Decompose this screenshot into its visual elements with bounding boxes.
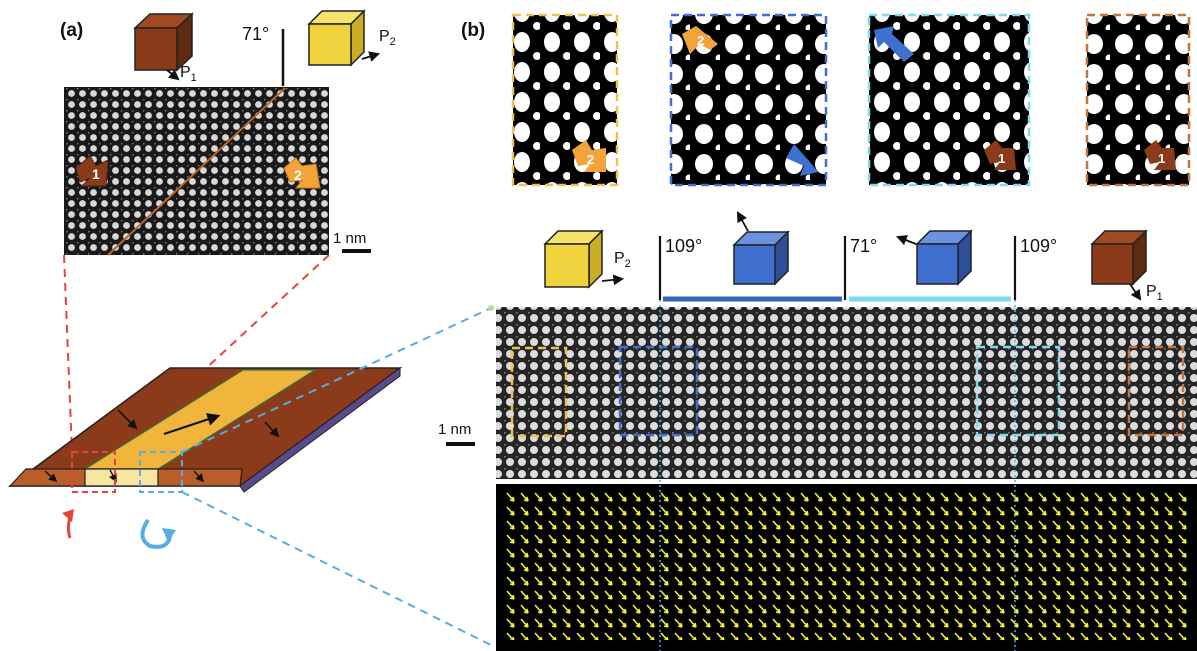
roi-yellow xyxy=(510,346,568,438)
brown-cube-icon xyxy=(133,12,194,72)
p2-arrow-b xyxy=(601,274,625,286)
yellow-cube-icon xyxy=(307,9,366,67)
arrow-1-label: 1 xyxy=(92,166,100,182)
blue-projection-top xyxy=(181,307,492,453)
inset-brown-arrow-label: 1 xyxy=(1158,151,1165,166)
haadf-image-b xyxy=(496,307,1197,479)
roi-blue xyxy=(618,345,699,437)
inset-blue-arrow-label: 2 xyxy=(697,33,704,48)
blue-cube-left-icon xyxy=(732,230,790,286)
blue-arrow-left xyxy=(736,211,749,232)
blue-rotate-arrowhead xyxy=(162,528,176,542)
p1-arrow-b xyxy=(1129,283,1142,301)
brown-cube-b-icon xyxy=(1090,229,1148,286)
angle-right-b: 109° xyxy=(1020,236,1058,256)
angle-left-b: 109° xyxy=(665,236,703,256)
p2-arrow-a xyxy=(361,51,381,62)
roi-brown xyxy=(1127,345,1185,437)
blue-cube-right-icon xyxy=(915,229,973,286)
panel-a-label: (a) xyxy=(60,20,84,41)
inset-brown xyxy=(1085,13,1191,187)
corner-marker xyxy=(488,305,494,311)
red-rotate-arrowhead xyxy=(62,509,74,522)
inset-cyan-arrow-label: 1 xyxy=(998,151,1005,166)
domain-slab-diagram xyxy=(7,367,403,493)
p2-label-a: P2 xyxy=(379,28,396,49)
polarization-arrow-2 xyxy=(283,157,321,189)
p2-label-b: P2 xyxy=(614,250,631,271)
inset-yellow xyxy=(511,13,619,187)
p1-arrow-a xyxy=(166,69,180,81)
angle-a: 71° xyxy=(242,24,270,44)
domain-wall-line xyxy=(107,87,286,256)
blue-rotate-icon xyxy=(140,518,172,549)
p1-label-b: P1 xyxy=(1146,283,1163,304)
scale-label-b: 1 nm xyxy=(438,421,472,438)
inset-yellow-arrow-label: 2 xyxy=(587,152,594,167)
yellow-cube-b-icon xyxy=(543,229,604,289)
p1-label-a: P1 xyxy=(180,64,197,85)
vector-map xyxy=(504,492,1192,640)
arrow-2-label: 2 xyxy=(294,167,302,183)
panel-b-label: (b) xyxy=(461,20,486,41)
inset-blue xyxy=(669,13,828,187)
blue-arrow-right xyxy=(895,235,917,246)
inset-cyan xyxy=(867,13,1031,187)
scale-label-a: 1 nm xyxy=(333,230,367,247)
red-projection-left xyxy=(63,254,73,453)
blue-projection-bottom xyxy=(181,491,492,646)
roi-cyan xyxy=(975,345,1061,437)
polarization-arrow-1 xyxy=(75,155,109,187)
angle-mid-b: 71° xyxy=(850,236,878,256)
